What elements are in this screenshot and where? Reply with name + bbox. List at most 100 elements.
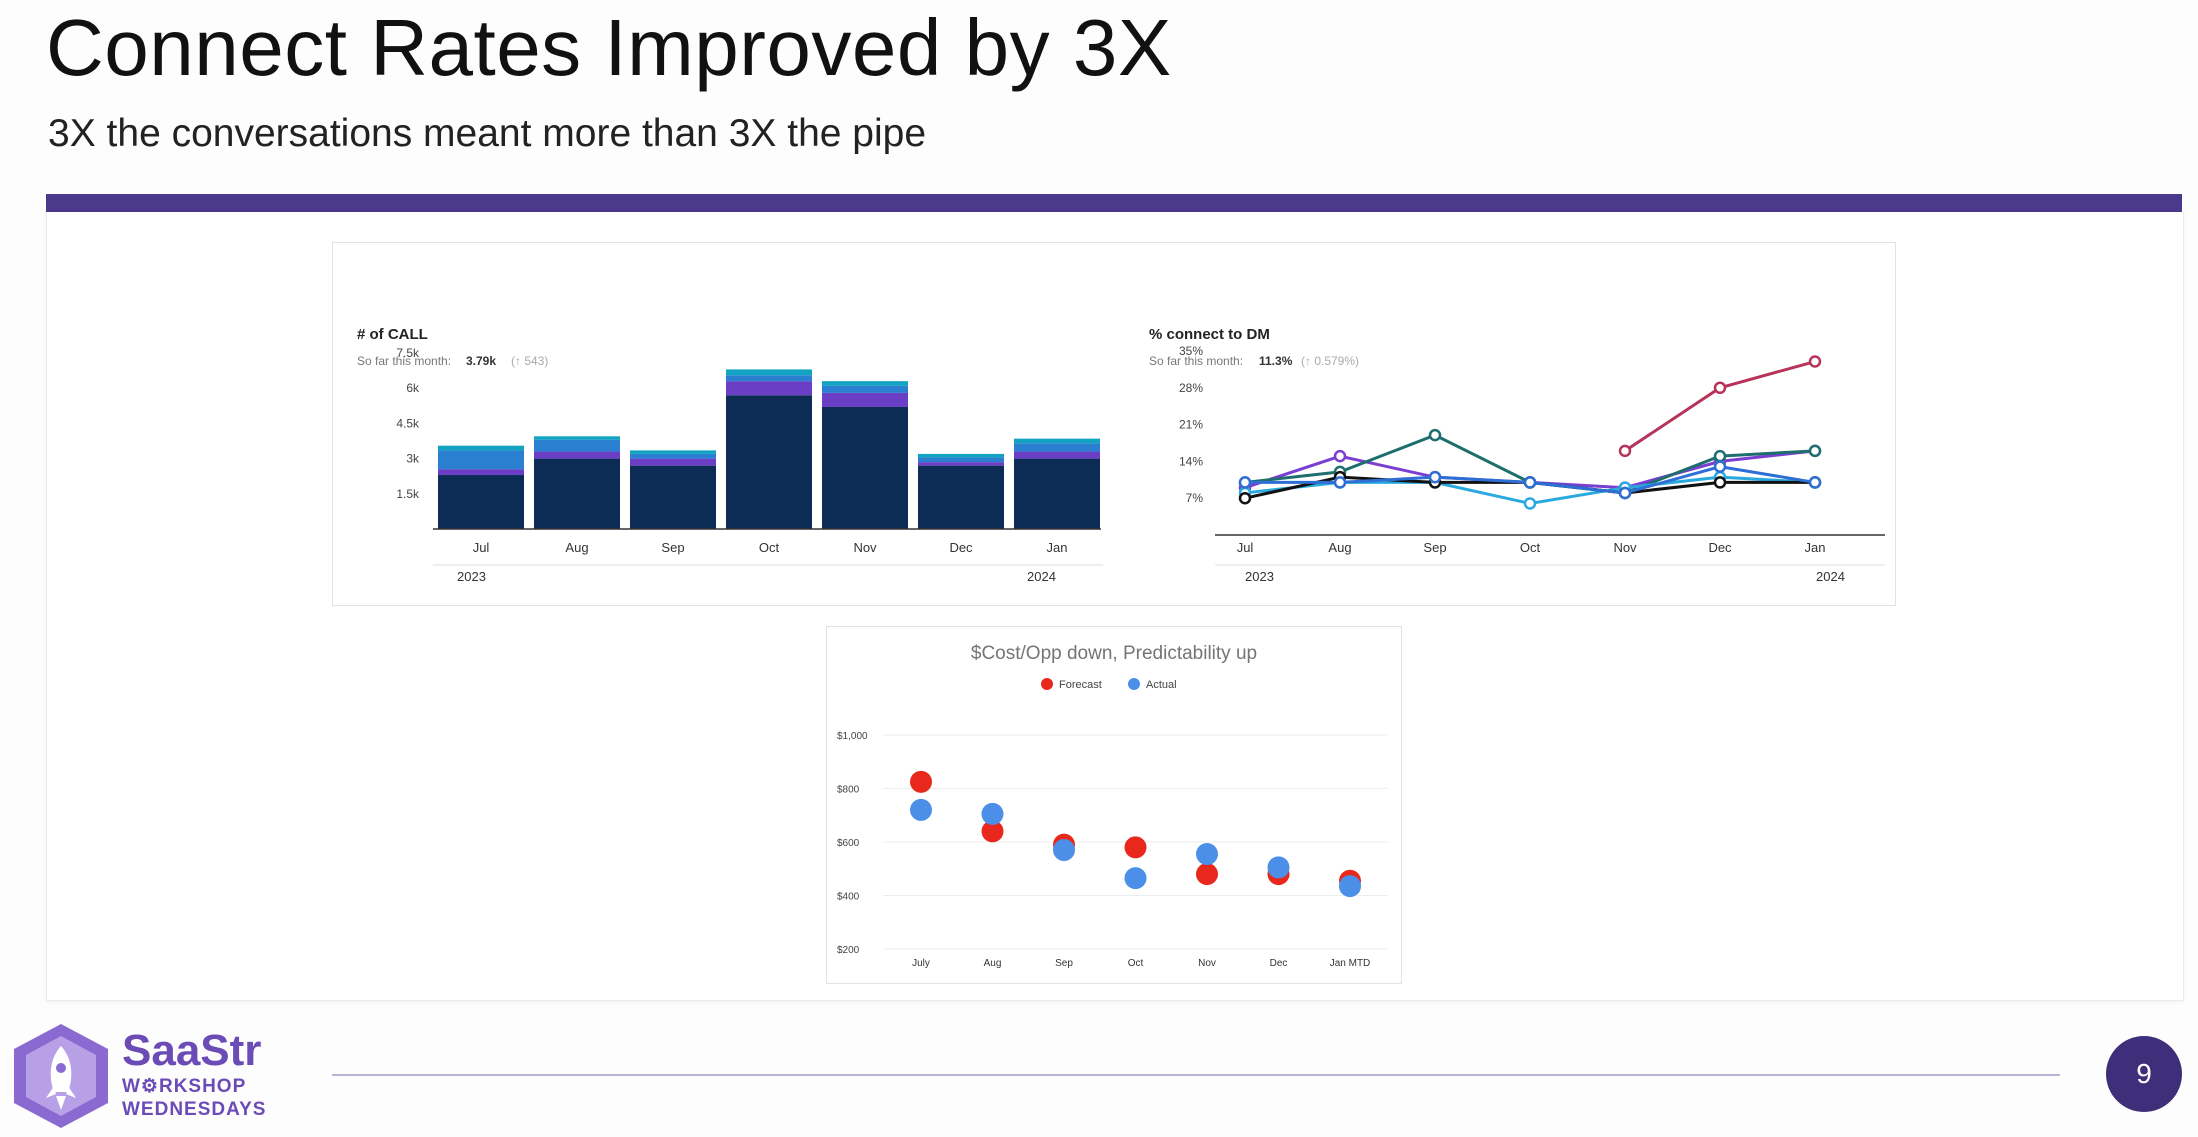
bar-segment-purple[interactable]	[534, 451, 620, 459]
scatter-xtick-label: Dec	[1270, 958, 1288, 969]
line-point-blue[interactable]	[1618, 486, 1632, 500]
bar-segment-purple[interactable]	[726, 381, 812, 396]
scatter-point-actual[interactable]	[1339, 875, 1361, 898]
bar-segment-purple[interactable]	[918, 462, 1004, 466]
line-ytick-label: 35%	[1179, 344, 1203, 358]
bar-segment-blue[interactable]	[822, 385, 908, 393]
line-point-purple[interactable]	[1333, 449, 1347, 463]
bar-segment-navy[interactable]	[630, 465, 716, 529]
bar-segment-teal[interactable]	[918, 453, 1004, 458]
logo-saastr: SaaStr	[122, 1026, 262, 1075]
line-xtick-label: Dec	[1708, 540, 1732, 555]
line-xtick-label: Sep	[1423, 540, 1446, 555]
bar-segment-purple[interactable]	[1014, 451, 1100, 459]
line-series-crimson[interactable]	[1624, 360, 1816, 453]
bar-segment-blue[interactable]	[534, 439, 620, 452]
bar-segment-blue[interactable]	[1014, 443, 1100, 452]
logo-workshop: W⚙RKSHOP	[122, 1076, 247, 1097]
bar-summary-label: So far this month:	[357, 354, 451, 368]
bar-summary-value: 3.79k	[466, 354, 496, 368]
scatter-point-actual[interactable]	[981, 802, 1004, 825]
scatter-xtick-label: Nov	[1198, 958, 1216, 969]
line-point-crimson[interactable]	[1713, 381, 1727, 395]
line-point-black[interactable]	[1238, 491, 1252, 505]
scatter-card: $Cost/Opp down, Predictability up Foreca…	[826, 626, 1402, 984]
legend-actual-marker	[1128, 678, 1140, 690]
line-point-blue[interactable]	[1713, 460, 1727, 473]
scatter-svg: $Cost/Opp down, Predictability up Foreca…	[837, 643, 1387, 969]
scatter-ytick-label: $600	[837, 838, 860, 849]
bar-segment-purple[interactable]	[630, 458, 716, 466]
bar-segment-navy[interactable]	[726, 395, 812, 529]
scatter-xtick-label: Aug	[984, 958, 1002, 969]
bar-segment-navy[interactable]	[438, 475, 524, 529]
bar-ytick-label: 6k	[406, 381, 420, 395]
scatter-point-actual[interactable]	[1053, 839, 1075, 862]
bar-segment-navy[interactable]	[534, 458, 620, 529]
scatter-point-forecast[interactable]	[910, 770, 932, 793]
scatter-xtick-label: July	[912, 958, 930, 969]
bar-segment-teal[interactable]	[630, 450, 716, 454]
bar-year-start: 2023	[457, 569, 486, 584]
line-point-teal[interactable]	[1713, 449, 1727, 463]
bar-segment-purple[interactable]	[822, 392, 908, 407]
bar-xtick-label: Nov	[853, 540, 877, 555]
bar-segment-blue[interactable]	[630, 453, 716, 459]
accent-bar	[46, 194, 2182, 212]
scatter-point-forecast[interactable]	[1196, 863, 1218, 886]
bar-segment-teal[interactable]	[1014, 438, 1100, 444]
bar-year-end: 2024	[1027, 569, 1056, 584]
line-year-start: 2023	[1245, 569, 1274, 584]
scatter-point-forecast[interactable]	[1124, 836, 1147, 859]
legend-forecast-label: Forecast	[1059, 679, 1102, 691]
line-point-blue[interactable]	[1523, 476, 1537, 489]
rocket-hexagon-icon	[14, 1024, 108, 1128]
bar-segment-purple[interactable]	[438, 469, 524, 476]
line-point-crimson[interactable]	[1808, 355, 1822, 368]
line-ytick-label: 14%	[1179, 454, 1203, 468]
scatter-point-forecast[interactable]	[981, 820, 1004, 843]
line-ytick-label: 28%	[1179, 381, 1203, 395]
page-number: 9	[2106, 1036, 2182, 1112]
line-point-crimson[interactable]	[1618, 444, 1632, 458]
line-point-teal[interactable]	[1808, 444, 1822, 458]
logo-wednesdays: WEDNESDAYS	[122, 1099, 267, 1120]
bar-segment-navy[interactable]	[918, 465, 1004, 529]
slide-title: Connect Rates Improved by 3X	[46, 3, 1172, 92]
bar-segment-blue[interactable]	[918, 457, 1004, 463]
line-chart-title: % connect to DM	[1149, 326, 1270, 343]
line-point-blue[interactable]	[1428, 470, 1442, 484]
scatter-xtick-label: Oct	[1128, 958, 1144, 969]
scatter-point-actual[interactable]	[1124, 867, 1147, 890]
scatter-xtick-label: Jan MTD	[1330, 958, 1371, 969]
bar-segment-teal[interactable]	[726, 369, 812, 376]
line-summary-value: 11.3%	[1259, 354, 1293, 368]
scatter-point-actual[interactable]	[910, 798, 932, 821]
bar-ytick-label: 1.5k	[396, 487, 420, 501]
line-ytick-label: 21%	[1179, 418, 1203, 432]
bar-segment-teal[interactable]	[438, 445, 524, 451]
bar-segment-blue[interactable]	[726, 375, 812, 382]
line-point-blue[interactable]	[1333, 476, 1347, 489]
scatter-point-actual[interactable]	[1267, 856, 1290, 879]
scatter-title: $Cost/Opp down, Predictability up	[971, 643, 1257, 664]
bar-segment-teal[interactable]	[534, 436, 620, 440]
bar-segment-teal[interactable]	[822, 381, 908, 386]
line-point-lightblue[interactable]	[1523, 497, 1537, 510]
line-point-blue[interactable]	[1238, 476, 1252, 489]
line-point-blue[interactable]	[1808, 476, 1822, 489]
scatter-point-actual[interactable]	[1196, 843, 1218, 866]
line-point-teal[interactable]	[1428, 428, 1442, 442]
bar-xtick-label: Jul	[473, 540, 490, 555]
scatter-ytick-label: $1,000	[837, 731, 868, 742]
dashboard-card: # of CALL So far this month: 3.79k (↑ 54…	[332, 242, 1913, 606]
line-point-black[interactable]	[1713, 476, 1727, 489]
bar-segment-blue[interactable]	[438, 450, 524, 470]
bar-xtick-label: Dec	[949, 540, 973, 555]
bar-segment-navy[interactable]	[1014, 458, 1100, 529]
bar-xtick-label: Aug	[565, 540, 588, 555]
line-summary-delta: (↑ 0.579%)	[1301, 354, 1359, 368]
bar-segment-navy[interactable]	[822, 406, 908, 529]
line-xtick-label: Jan	[1805, 540, 1826, 555]
legend-forecast-marker	[1041, 678, 1053, 690]
